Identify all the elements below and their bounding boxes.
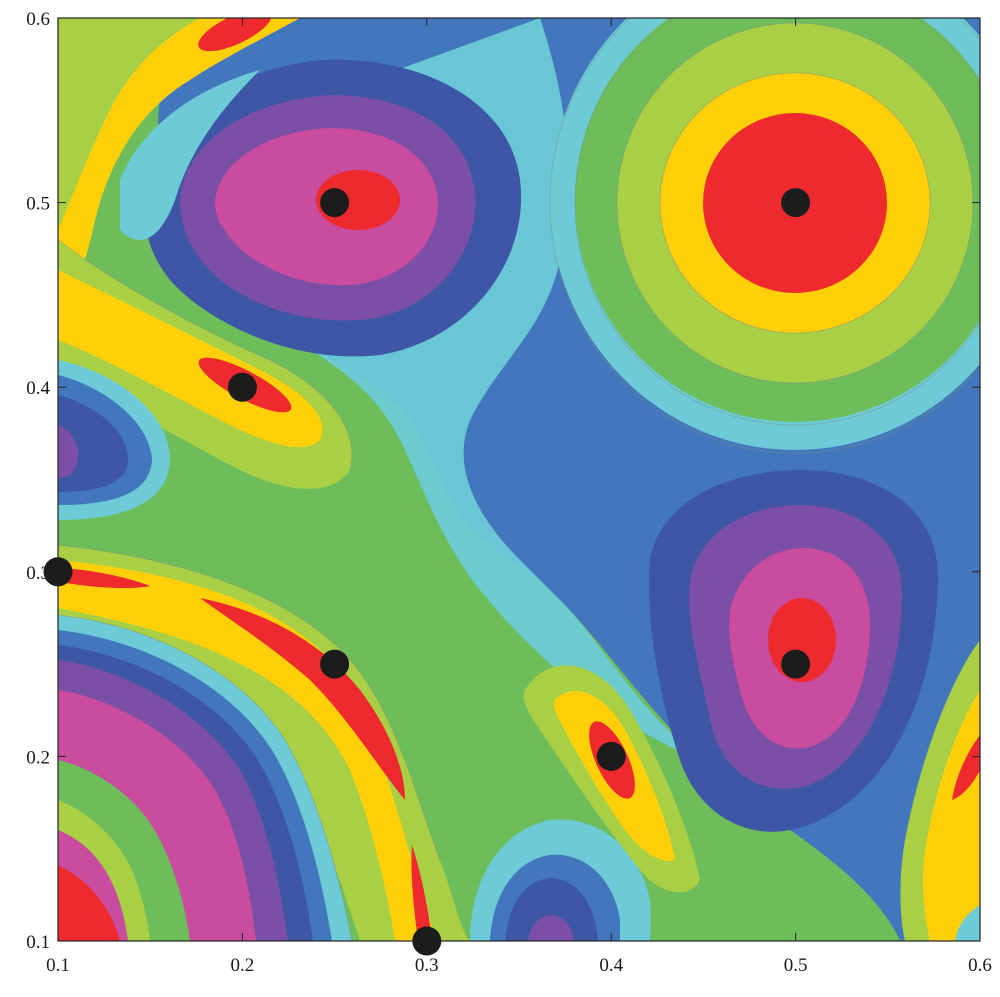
x-tick-label: 0.6 xyxy=(968,955,992,976)
data-point xyxy=(412,926,442,956)
ridge-ll-red-b xyxy=(200,598,405,800)
data-point xyxy=(781,188,811,218)
plot-frame xyxy=(57,17,981,942)
basin-ll-corner-red xyxy=(58,865,120,941)
data-point xyxy=(596,741,626,771)
ridge-ll-red-c xyxy=(411,845,432,941)
pit-bm-darkblue xyxy=(505,878,598,941)
data-point xyxy=(320,188,350,218)
ridge-r-yellow xyxy=(922,690,980,941)
pit-bm-violet xyxy=(528,915,574,941)
x-tick-label: 0.2 xyxy=(231,955,255,976)
contour-field xyxy=(58,18,980,941)
ridge-r-cyan xyxy=(955,905,980,941)
y-tick-label: 0.5 xyxy=(26,194,50,215)
x-tick-label: 0.5 xyxy=(784,955,808,976)
y-tick-label: 0.2 xyxy=(26,747,50,768)
data-point xyxy=(227,372,257,402)
x-tick-labels: 0.1 0.2 0.3 0.4 0.5 0.6 xyxy=(46,955,992,976)
ridge-r-red xyxy=(952,735,980,800)
pit-left-violet xyxy=(58,425,79,478)
y-tick-label: 0.4 xyxy=(26,378,50,399)
ul-corner-red xyxy=(198,18,272,52)
ul-corner-lightgreen xyxy=(58,18,200,230)
x-tick-label: 0.4 xyxy=(599,955,623,976)
axis-ticks xyxy=(57,17,981,942)
y-tick-label: 0.6 xyxy=(26,9,50,30)
data-point xyxy=(43,557,73,587)
ul-corner-cyan xyxy=(120,70,260,240)
x-tick-label: 0.1 xyxy=(46,955,70,976)
x-tick-label: 0.3 xyxy=(415,955,439,976)
ridge-ll-red-a xyxy=(60,568,150,589)
y-tick-label: 0.1 xyxy=(26,932,50,953)
data-point xyxy=(781,649,811,679)
data-points xyxy=(43,188,811,956)
y-tick-labels: 0.10.20.30.40.50.6 xyxy=(26,9,50,953)
data-point xyxy=(320,649,350,679)
ridge-ll-yellow xyxy=(58,560,438,941)
